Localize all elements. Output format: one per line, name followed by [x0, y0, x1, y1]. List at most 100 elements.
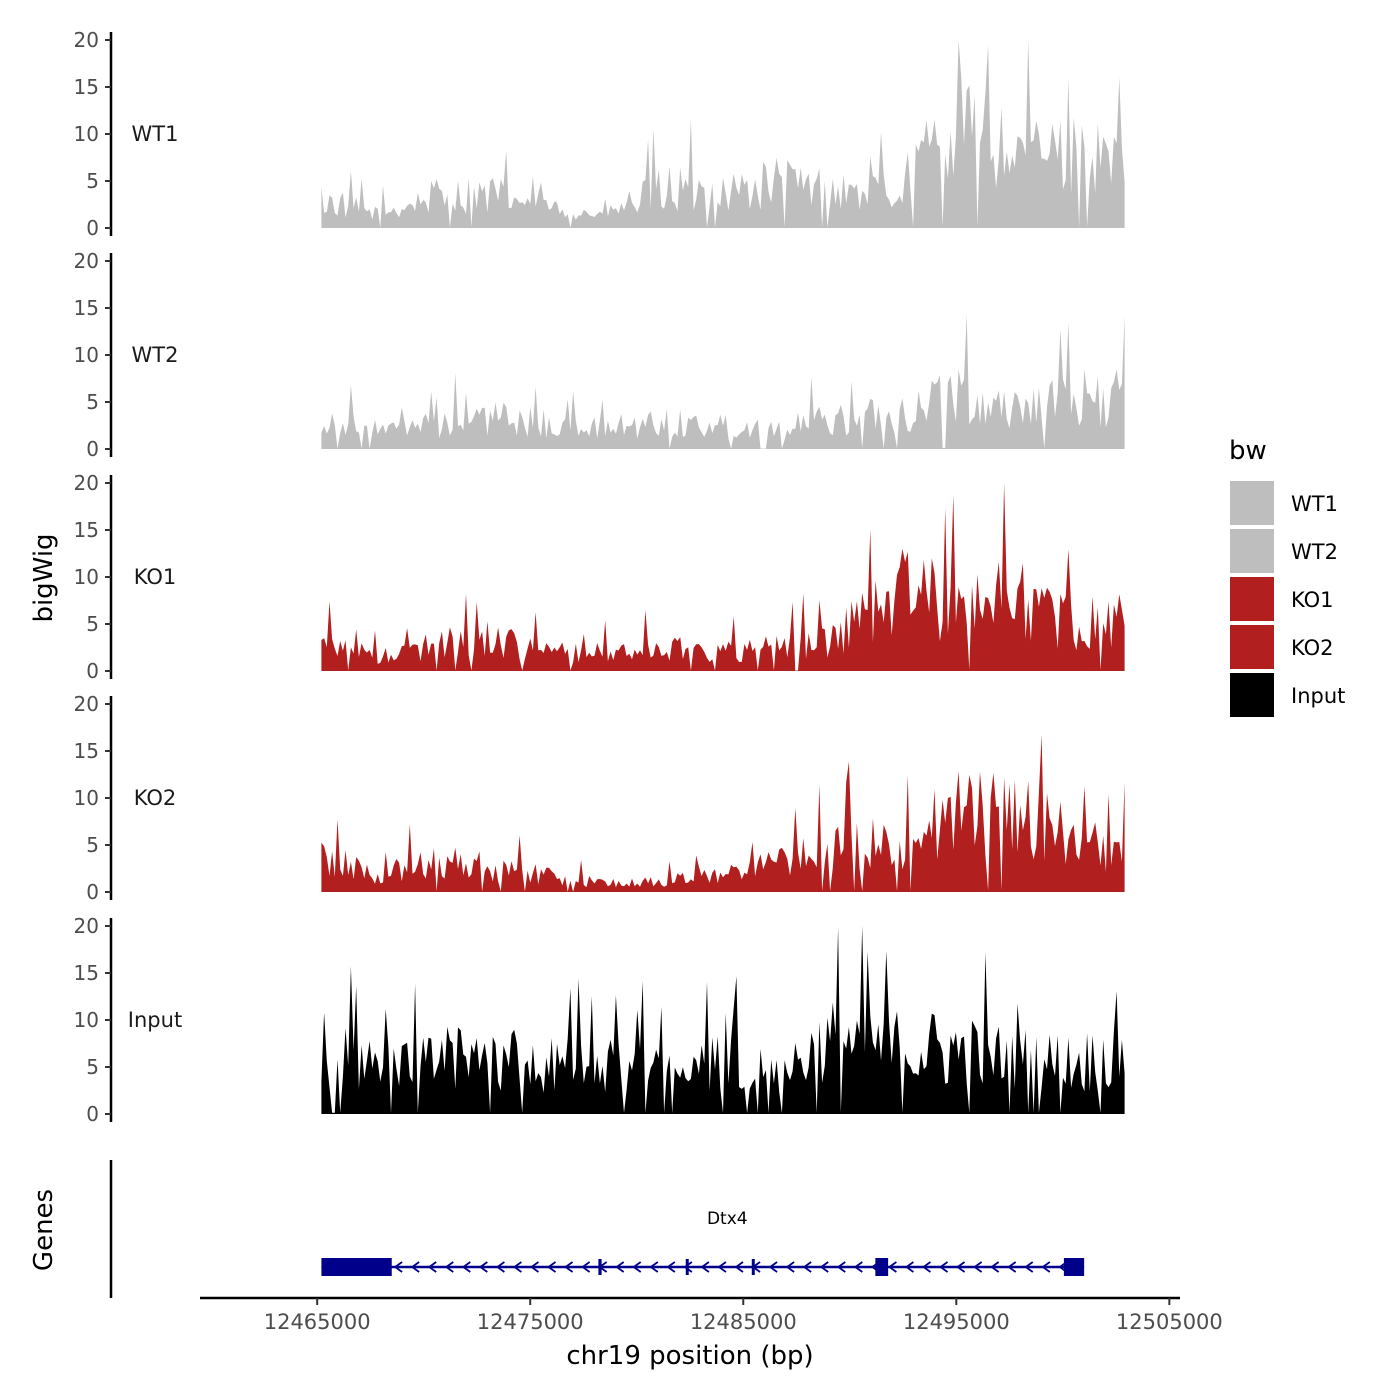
- gene-track-panel: Dtx4: [109, 1160, 1085, 1298]
- y-tick-label: 0: [86, 216, 99, 240]
- strand-arrow: [717, 1261, 727, 1273]
- strand-arrow: [990, 1261, 1000, 1273]
- strand-arrow: [649, 1261, 659, 1273]
- strand-arrow: [938, 1261, 949, 1273]
- y-tick-label: 0: [86, 659, 99, 683]
- y-tick-label: 10: [74, 786, 99, 810]
- y-tick-label: 5: [86, 1055, 99, 1079]
- strand-arrow: [564, 1261, 574, 1273]
- x-axis-label: chr19 position (bp): [566, 1341, 813, 1371]
- strand-arrow: [1007, 1261, 1017, 1273]
- strand-arrow: [734, 1261, 744, 1273]
- x-tick-label: 12485000: [690, 1310, 797, 1334]
- track-label-ko1: KO1: [134, 565, 177, 589]
- y-tick-label: 15: [74, 296, 99, 320]
- strand-arrow: [666, 1261, 676, 1273]
- y-tick-label: 0: [86, 880, 99, 904]
- strand-arrow: [819, 1261, 829, 1273]
- strand-arrow: [393, 1261, 403, 1273]
- strand-arrow: [444, 1261, 454, 1273]
- legend-title: bw: [1229, 436, 1267, 466]
- y-tick-label: 5: [86, 833, 99, 857]
- panel-input: 0 5 10 15 20 Input: [74, 914, 1125, 1126]
- panel-ko1: 0 5 10 15 20 KO1: [74, 471, 1125, 683]
- strand-arrow: [802, 1261, 812, 1273]
- gene-exon: [321, 1258, 392, 1276]
- track-label-ko2: KO2: [134, 786, 177, 810]
- strand-arrow: [615, 1261, 625, 1273]
- legend-swatch-input: [1228, 671, 1276, 719]
- strand-arrows: [342, 1261, 1068, 1273]
- x-tick-label: 12475000: [477, 1310, 584, 1334]
- strand-arrow: [853, 1261, 863, 1273]
- y-tick-label: 20: [74, 471, 99, 495]
- area-input: [321, 926, 1125, 1114]
- y-tick-label: 10: [74, 1008, 99, 1032]
- track-label-wt1: WT1: [132, 122, 179, 146]
- legend: bw WT1 WT2 KO1 KO2 Input: [1228, 436, 1345, 719]
- track-label-wt2: WT2: [132, 343, 179, 367]
- y-tick-label: 15: [74, 518, 99, 542]
- gene-exon: [598, 1259, 602, 1275]
- panel-ko2: 0 5 10 15 20 KO2: [74, 692, 1125, 904]
- gene-exon: [751, 1259, 755, 1275]
- gene-name-label: Dtx4: [707, 1209, 748, 1229]
- legend-swatch-ko1: [1228, 575, 1276, 623]
- panel-wt2: 0 5 10 15 20 WT2: [74, 249, 1125, 461]
- strand-arrow: [1041, 1261, 1051, 1273]
- strand-arrow: [973, 1261, 983, 1273]
- strand-arrow: [768, 1261, 778, 1273]
- area-ko2: [321, 734, 1125, 892]
- y-tick-label: 10: [74, 343, 99, 367]
- y-tick-label: 20: [74, 692, 99, 716]
- strand-arrow: [1024, 1261, 1034, 1273]
- legend-label-input: Input: [1291, 684, 1345, 708]
- strand-arrow: [495, 1261, 505, 1273]
- gene-exon: [1063, 1258, 1085, 1276]
- strand-arrow: [529, 1261, 540, 1273]
- y-tick-label: 20: [74, 28, 99, 52]
- strand-arrow: [461, 1261, 471, 1273]
- y-tick-label: 5: [86, 169, 99, 193]
- strand-arrow: [921, 1261, 932, 1273]
- panel-wt1: 0 5 10 15 20 WT1: [74, 28, 1125, 240]
- x-tick-label: 12465000: [264, 1310, 371, 1334]
- y-tick-label: 20: [74, 914, 99, 938]
- strand-arrow: [512, 1261, 522, 1273]
- x-axis: 12465000 12475000 12485000 12495000 12505000: [200, 1296, 1223, 1334]
- strand-arrow: [785, 1261, 795, 1273]
- legend-label-wt1: WT1: [1291, 492, 1338, 516]
- strand-arrow: [546, 1261, 557, 1273]
- y-tick-label: 5: [86, 612, 99, 636]
- strand-arrow: [581, 1261, 591, 1273]
- gene-exon: [685, 1259, 689, 1275]
- x-tick-label: 12495000: [903, 1310, 1010, 1334]
- strand-arrow: [956, 1261, 966, 1273]
- track-label-input: Input: [128, 1008, 182, 1032]
- legend-label-ko2: KO2: [1291, 636, 1334, 660]
- legend-label-ko1: KO1: [1291, 588, 1334, 612]
- legend-swatch-ko2: [1228, 623, 1276, 671]
- strand-arrow: [410, 1261, 420, 1273]
- area-wt1: [321, 40, 1125, 228]
- y-tick-label: 15: [74, 961, 99, 985]
- legend-label-wt2: WT2: [1291, 540, 1338, 564]
- y-tick-label: 0: [86, 437, 99, 461]
- strand-arrow: [427, 1261, 437, 1273]
- strand-arrow: [904, 1261, 914, 1273]
- x-tick-label: 12505000: [1116, 1310, 1223, 1334]
- y-axis-label: bigWig: [29, 533, 59, 622]
- strand-arrow: [632, 1261, 642, 1273]
- strand-arrow: [887, 1261, 897, 1273]
- strand-arrow: [836, 1261, 846, 1273]
- y-tick-label: 10: [74, 122, 99, 146]
- y-tick-label: 20: [74, 249, 99, 273]
- legend-swatch-wt2: [1228, 527, 1276, 575]
- y-tick-label: 15: [74, 75, 99, 99]
- y-tick-label: 10: [74, 565, 99, 589]
- y-tick-label: 15: [74, 739, 99, 763]
- gene-exon: [875, 1258, 889, 1276]
- strand-arrow: [700, 1261, 710, 1273]
- area-ko1: [321, 483, 1125, 671]
